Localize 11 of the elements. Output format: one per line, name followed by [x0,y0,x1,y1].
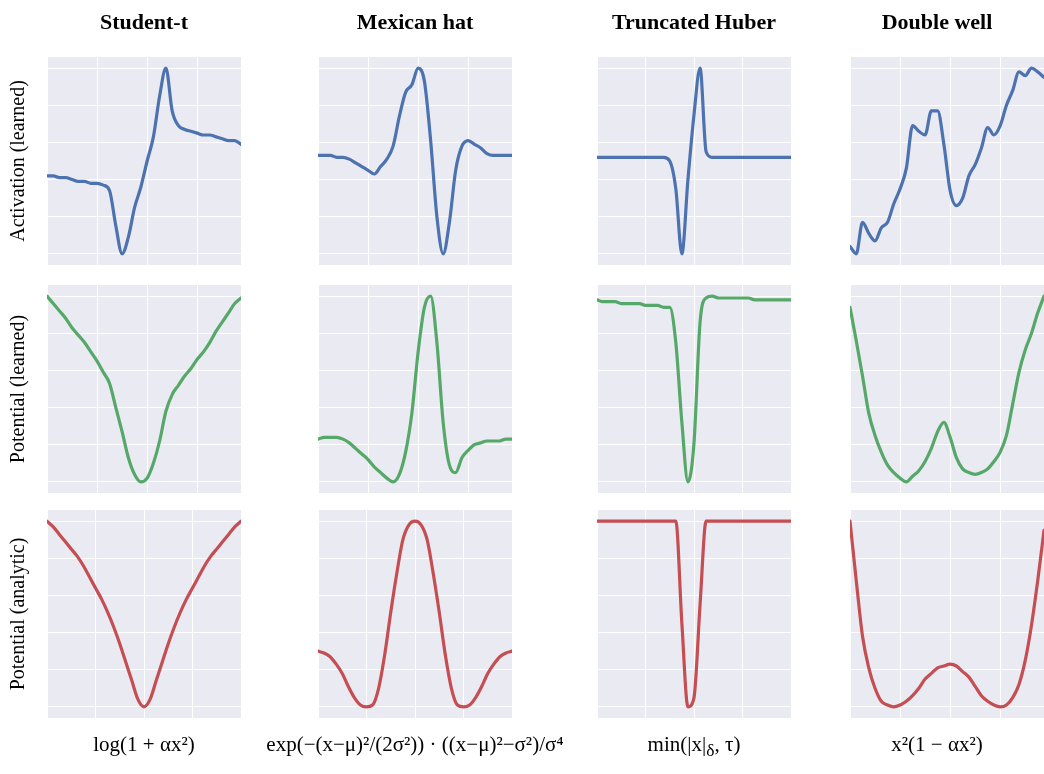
chart-title: Double well [880,9,994,35]
y-axis-title: Activation (learned) [5,80,29,242]
y-axis-title: Potential (learned) [5,314,29,464]
x-axis-title: x²(1 − αx²) [890,732,984,757]
x-axis-title: exp(−(x−μ)²/(2σ²)) · ((x−μ)²−σ²)/σ⁴ [265,732,565,757]
x-axis-title: log(1 + αx²) [93,732,195,756]
chart-title: Truncated Huber [611,9,777,35]
x-axis-title: min(|x|$_{δ}$, τ) [647,732,741,761]
chart-title: Mexican hat [355,9,475,35]
chart-title: Student-t [99,9,189,35]
y-axis-title: Potential (analytic) [5,537,29,691]
